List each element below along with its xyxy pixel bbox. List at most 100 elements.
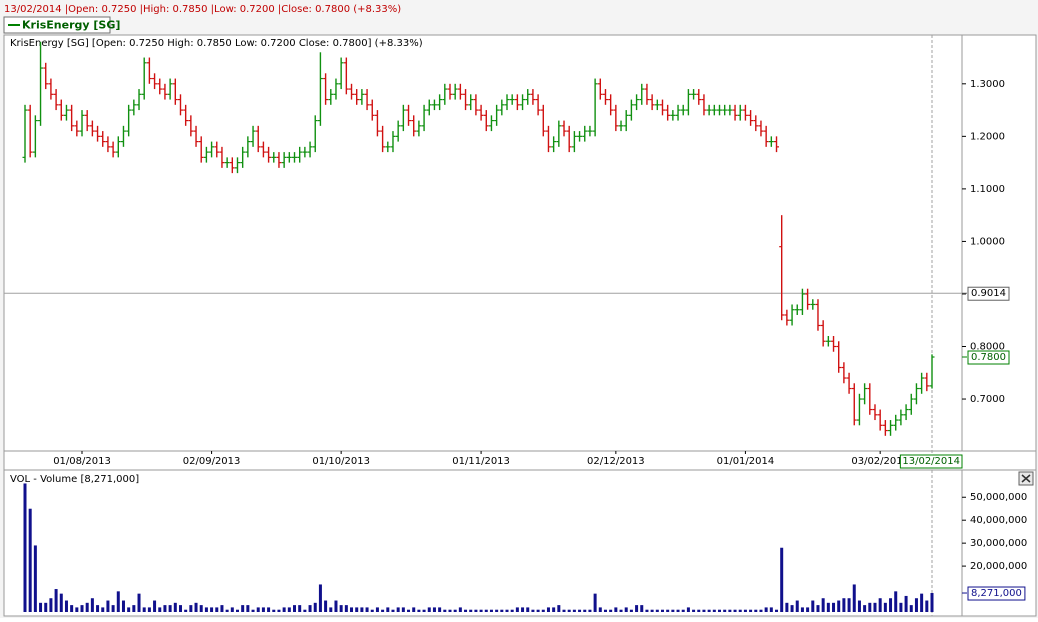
volume-bar	[775, 609, 779, 612]
volume-bar	[96, 605, 100, 612]
volume-bar	[39, 602, 43, 612]
y-tick-label: 1.3000	[970, 79, 1005, 90]
volume-bar	[453, 609, 457, 612]
volume-bar	[427, 607, 431, 612]
volume-bar	[215, 607, 219, 612]
volume-bar	[572, 609, 576, 612]
volume-bar	[127, 607, 131, 612]
volume-caption: VOL - Volume [8,271,000]	[10, 474, 139, 485]
volume-bar	[785, 602, 789, 612]
volume-bar	[645, 609, 649, 612]
volume-bar	[666, 609, 670, 612]
price-caption: KrisEnergy [SG] [Open: 0.7250 High: 0.78…	[10, 38, 423, 49]
volume-bar	[23, 483, 27, 612]
volume-bar	[660, 609, 664, 612]
volume-bar	[121, 600, 125, 612]
volume-bar	[173, 602, 177, 612]
volume-bar	[650, 609, 654, 612]
crosshair-label: 0.9014	[971, 288, 1006, 299]
volume-bar	[521, 607, 525, 612]
volume-bar	[178, 605, 182, 612]
volume-bar	[153, 600, 157, 612]
volume-bar	[500, 609, 504, 612]
volume-bar	[267, 607, 271, 612]
volume-bar	[443, 609, 447, 612]
volume-bar	[350, 607, 354, 612]
volume-bar	[769, 607, 773, 612]
volume-bar	[391, 609, 395, 612]
volume-bar	[614, 607, 618, 612]
volume-bar	[90, 598, 94, 612]
volume-bar	[655, 609, 659, 612]
volume-bar	[54, 589, 58, 612]
volume-bar	[692, 609, 696, 612]
volume-bar	[287, 607, 291, 612]
volume-bar	[593, 593, 597, 612]
volume-bar	[852, 584, 856, 612]
volume-bar	[552, 607, 556, 612]
volume-bar	[806, 607, 810, 612]
volume-bar	[930, 593, 934, 612]
volume-bar	[298, 605, 302, 612]
volume-bar	[313, 602, 317, 612]
volume-bar	[168, 605, 172, 612]
legend	[3, 16, 111, 34]
y-tick-label: 40,000,000	[970, 515, 1027, 526]
volume-bar	[795, 600, 799, 612]
volume-bar	[873, 602, 877, 612]
volume-bar	[484, 609, 488, 612]
volume-bar	[914, 598, 918, 612]
volume-bar	[33, 545, 37, 612]
volume-bar	[204, 607, 208, 612]
volume-bar	[59, 593, 63, 612]
volume-bar	[557, 605, 561, 612]
x-tick-label-box	[899, 454, 963, 469]
volume-bar	[754, 609, 758, 612]
volume-bar	[147, 607, 151, 612]
volume-bar	[225, 609, 229, 612]
last-volume-label: 8,271,000	[971, 588, 1022, 599]
y-tick-label: 0.7000	[970, 394, 1005, 405]
volume-bar	[536, 609, 540, 612]
volume-bar	[868, 602, 872, 612]
y-tick-label: 20,000,000	[970, 561, 1027, 572]
volume-bar	[189, 605, 193, 612]
volume-bar	[241, 605, 245, 612]
volume-bar	[920, 593, 924, 612]
volume-bar	[210, 607, 214, 612]
volume-bar	[401, 607, 405, 612]
volume-bar	[355, 607, 359, 612]
volume-bar	[70, 605, 74, 612]
volume-bar	[111, 605, 115, 612]
legend-label: KrisEnergy [SG]	[22, 19, 120, 32]
volume-bar	[728, 609, 732, 612]
x-tick-label: 13/02/2014	[902, 456, 960, 467]
volume-bar	[282, 607, 286, 612]
y-tick-label: 1.1000	[970, 184, 1005, 195]
volume-bar	[883, 602, 887, 612]
x-tick-label: 02/09/2013	[183, 456, 241, 467]
volume-bar	[246, 605, 250, 612]
volume-bar	[464, 609, 468, 612]
volume-bar	[370, 609, 374, 612]
x-tick-label: 01/01/2014	[717, 456, 775, 467]
volume-bar	[495, 609, 499, 612]
y-tick-label: 50,000,000	[970, 492, 1027, 503]
volume-bar	[365, 607, 369, 612]
volume-bar	[308, 605, 312, 612]
last-price-label: 0.7800	[971, 352, 1006, 363]
x-tick-label: 03/02/2014	[851, 456, 909, 467]
volume-bar	[432, 607, 436, 612]
volume-bar	[764, 607, 768, 612]
volume-bar	[578, 609, 582, 612]
volume-bar	[842, 598, 846, 612]
volume-bar	[479, 609, 483, 612]
volume-bar	[671, 609, 675, 612]
volume-bar	[780, 547, 784, 612]
volume-bar	[909, 605, 913, 612]
volume-bar	[624, 607, 628, 612]
volume-bar	[697, 609, 701, 612]
close-icon[interactable]	[1021, 474, 1031, 483]
